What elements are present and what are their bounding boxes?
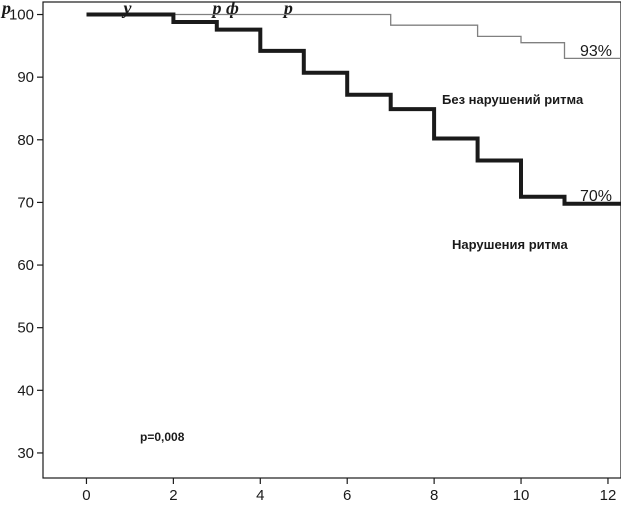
y-tick-label-50: 50 <box>17 320 34 337</box>
x-tick-label-6: 6 <box>343 487 351 504</box>
end-label-arrhythmia: 70% <box>580 188 612 205</box>
x-tick-label-2: 2 <box>169 487 177 504</box>
cropped-header-text: р у р ф р <box>0 0 293 18</box>
y-tick-label-100: 100 <box>9 7 34 24</box>
y-tick-label-40: 40 <box>17 382 34 399</box>
legend-label-arrhythmia: Нарушения ритма <box>452 237 568 252</box>
y-tick-label-90: 90 <box>17 69 34 86</box>
x-tick-label-0: 0 <box>82 487 90 504</box>
end-label-no-arrhythmia: 93% <box>580 43 612 60</box>
series-line-1 <box>86 12 621 206</box>
plot-frame <box>42 1 621 479</box>
x-tick-label-12: 12 <box>600 487 617 504</box>
y-tick-label-70: 70 <box>17 194 34 211</box>
series-group <box>86 12 621 206</box>
x-tick-label-4: 4 <box>256 487 264 504</box>
legend-label-no-arrhythmia: Без нарушений ритма <box>442 92 584 107</box>
series-line-0 <box>86 13 621 60</box>
axes-group: 30 40 50 60 70 80 90 100 0 2 4 6 8 10 12 <box>9 7 616 504</box>
y-tick-label-80: 80 <box>17 132 34 149</box>
x-tick-label-8: 8 <box>430 487 438 504</box>
y-tick-label-60: 60 <box>17 257 34 274</box>
x-tick-label-10: 10 <box>513 487 530 504</box>
p-value-annotation: p=0,008 <box>140 430 185 444</box>
y-tick-label-30: 30 <box>17 445 34 462</box>
